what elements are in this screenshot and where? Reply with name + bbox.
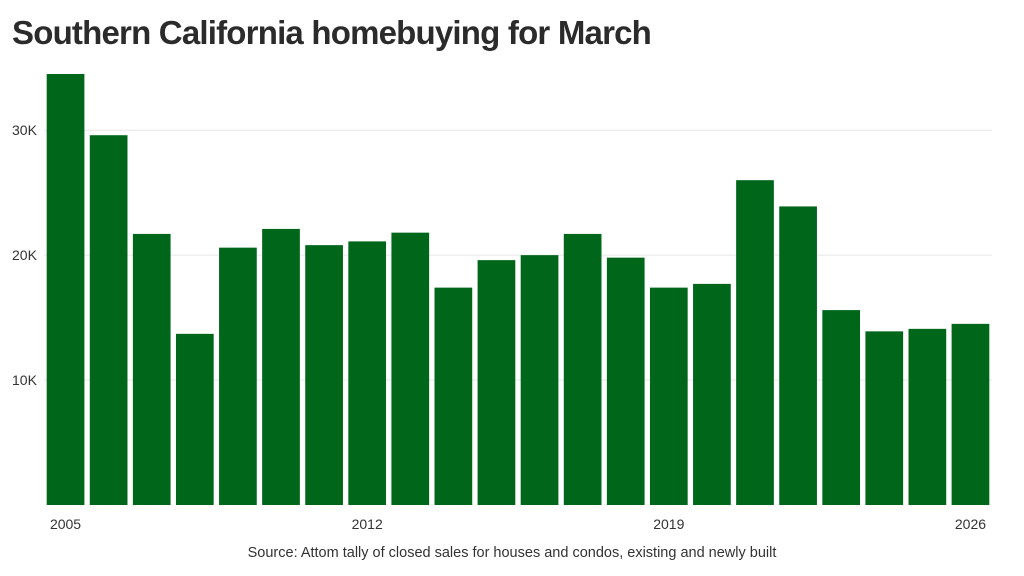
bar-2012 [348, 241, 387, 505]
bar-2015 [477, 260, 516, 505]
bar-2011 [305, 245, 343, 505]
bar-2019 [649, 287, 688, 505]
x-tick-label: 2019 [653, 516, 684, 532]
bar-2026 [951, 323, 990, 505]
bar-2005 [46, 74, 85, 505]
bar-2018 [606, 257, 645, 505]
y-tick-label: 20K [12, 247, 38, 263]
bar-2017 [563, 233, 602, 506]
bar-2007 [132, 233, 171, 506]
bar-2022 [779, 206, 817, 505]
bars [46, 74, 990, 506]
source-note: Source: Attom tally of closed sales for … [247, 545, 777, 561]
bar-2006 [89, 135, 128, 506]
y-tick-label: 30K [12, 122, 38, 138]
bar-2024 [865, 331, 904, 505]
x-axis-tick-labels: 2005 2012 2019 2026 [50, 516, 986, 532]
x-tick-label: 2005 [50, 516, 81, 532]
y-tick-label: 10K [12, 372, 38, 388]
bar-2008 [175, 333, 214, 505]
bar-2009 [219, 247, 257, 505]
bar-2023 [822, 310, 861, 505]
bar-2025 [908, 328, 947, 505]
bar-2010 [262, 228, 300, 505]
bar-2021 [736, 180, 774, 505]
bar-2014 [434, 287, 473, 505]
y-axis-tick-labels: 10K 20K 30K [12, 122, 38, 388]
bar-2020 [693, 283, 731, 505]
bar-2013 [391, 232, 430, 506]
bar-2016 [520, 255, 559, 505]
x-tick-label: 2012 [352, 516, 383, 532]
x-tick-label: 2026 [955, 516, 986, 532]
chart-title: Southern California homebuying for March [12, 14, 652, 51]
